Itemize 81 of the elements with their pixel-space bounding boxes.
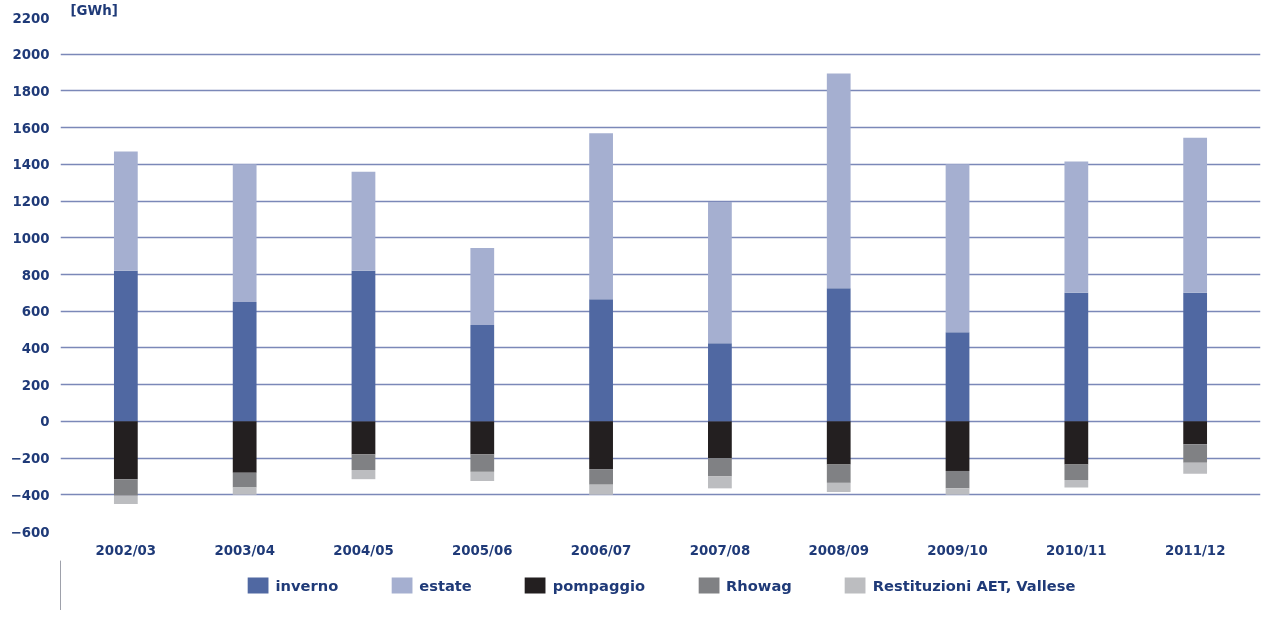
x-tick-label: 2003/04: [214, 542, 275, 558]
bar: [945, 164, 970, 333]
bar: [232, 487, 257, 495]
bar: [351, 171, 376, 271]
bar: [945, 421, 970, 471]
y-tick-label: −400: [10, 487, 50, 503]
bar: [1183, 137, 1208, 293]
y-tick-label: 600: [21, 304, 50, 320]
bar: [232, 421, 257, 473]
bar: [470, 454, 495, 472]
x-tick-label: 2006/07: [570, 542, 632, 558]
bar: [1064, 480, 1089, 488]
bar: [945, 470, 970, 489]
bar: [945, 488, 970, 495]
bar: [826, 288, 851, 422]
x-tick-label: 2007/08: [689, 542, 751, 558]
bar: [826, 73, 851, 289]
y-tick-label: 400: [21, 340, 50, 356]
y-tick-label: 1600: [12, 120, 50, 136]
y-tick-label: 2200: [12, 10, 50, 26]
x-tick-label: 2010/11: [1046, 542, 1107, 558]
y-tick-label: −600: [10, 524, 50, 540]
bar: [351, 470, 376, 480]
bar: [826, 464, 851, 483]
y-tick-label: 0: [40, 414, 50, 430]
bar: [708, 343, 732, 422]
y-tick-label: 1200: [12, 194, 50, 210]
legend-label: Rhowag: [726, 576, 792, 594]
bar: [232, 472, 257, 488]
bar: [351, 270, 376, 422]
bar: [1183, 444, 1208, 463]
bar: [1183, 292, 1208, 422]
bar: [589, 421, 613, 470]
bar: [232, 302, 257, 422]
legend-label: estate: [419, 576, 472, 594]
bar: [1064, 161, 1089, 293]
x-tick-label: 2004/05: [333, 542, 394, 558]
y-axis-title: [GWh]: [70, 2, 118, 18]
bar: [351, 421, 376, 455]
bar: [470, 324, 495, 422]
y-tick-label: 1000: [12, 230, 50, 246]
legend-label: inverno: [275, 576, 339, 594]
bar: [470, 247, 495, 325]
bar: [1064, 292, 1089, 422]
x-tick-label: 2005/06: [452, 542, 513, 558]
x-tick-label: 2008/09: [808, 542, 869, 558]
bar: [589, 133, 613, 300]
bar: [708, 458, 732, 477]
bar: [113, 270, 138, 422]
bar: [708, 476, 732, 489]
bar: [708, 201, 732, 344]
bar: [1064, 421, 1089, 465]
bar: [113, 421, 138, 480]
x-tick-label: 2002/03: [95, 542, 157, 558]
y-tick-label: 800: [21, 267, 50, 283]
bar: [708, 421, 732, 459]
y-tick-label: 200: [21, 377, 50, 393]
bar: [589, 469, 613, 485]
bar: [1183, 421, 1208, 445]
bar: [589, 299, 613, 422]
bar: [826, 482, 851, 493]
bar: [826, 421, 851, 465]
legend-label: pompaggio: [552, 576, 646, 594]
x-tick-label: 2011/12: [1164, 542, 1226, 558]
bar: [113, 151, 138, 271]
bar: [113, 495, 138, 504]
bar: [945, 332, 970, 422]
bar: [113, 479, 138, 496]
y-tick-label: 1800: [12, 83, 50, 99]
bar: [351, 454, 376, 470]
bar: [1064, 464, 1089, 481]
bar: [589, 484, 613, 495]
y-tick-label: 1400: [12, 157, 50, 173]
bar: [1183, 462, 1208, 474]
bar: [470, 471, 495, 482]
bar: [470, 421, 495, 455]
x-tick-label: 2009/10: [927, 542, 988, 558]
legend-label: Restituzioni AET, Vallese: [872, 576, 1076, 594]
y-tick-label: −200: [10, 451, 50, 467]
bar: [232, 164, 257, 303]
y-tick-label: 2000: [12, 47, 50, 63]
